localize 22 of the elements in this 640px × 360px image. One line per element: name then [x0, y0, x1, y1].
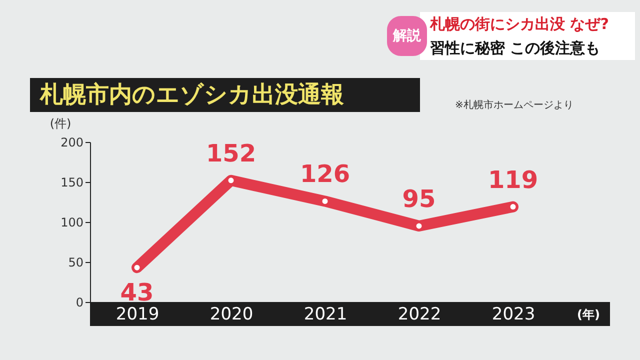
text: 習性に秘密 この後注意も	[430, 39, 600, 57]
text: 札幌の街にシカ出没 なぜ?	[429, 15, 609, 33]
chart-title: 札幌市内のエゾシカ出没通報	[39, 81, 344, 108]
x-tick-label: 2021	[304, 304, 348, 324]
data-label: 119	[488, 166, 538, 194]
data-label: 152	[206, 139, 256, 168]
x-tick-label: 2020	[210, 304, 254, 324]
data-label: 43	[120, 278, 154, 307]
y-tick-label: 150	[60, 176, 84, 190]
text: 解説	[392, 27, 422, 44]
y-tick-label: 50	[68, 256, 84, 270]
data-label: 95	[402, 185, 436, 213]
y-axis-title: (件)	[50, 116, 72, 130]
x-axis-title: (年)	[577, 308, 600, 322]
data-label: 126	[300, 160, 350, 188]
x-tick-label: 2023	[492, 304, 536, 324]
y-tick-label: 200	[60, 136, 84, 150]
x-tick-label: 2022	[398, 304, 442, 324]
x-tick-label: 2019	[116, 304, 160, 324]
y-tick-label: 100	[60, 216, 84, 230]
y-tick-label: 0	[76, 296, 84, 310]
text: ※札幌市ホームページより	[455, 99, 574, 111]
